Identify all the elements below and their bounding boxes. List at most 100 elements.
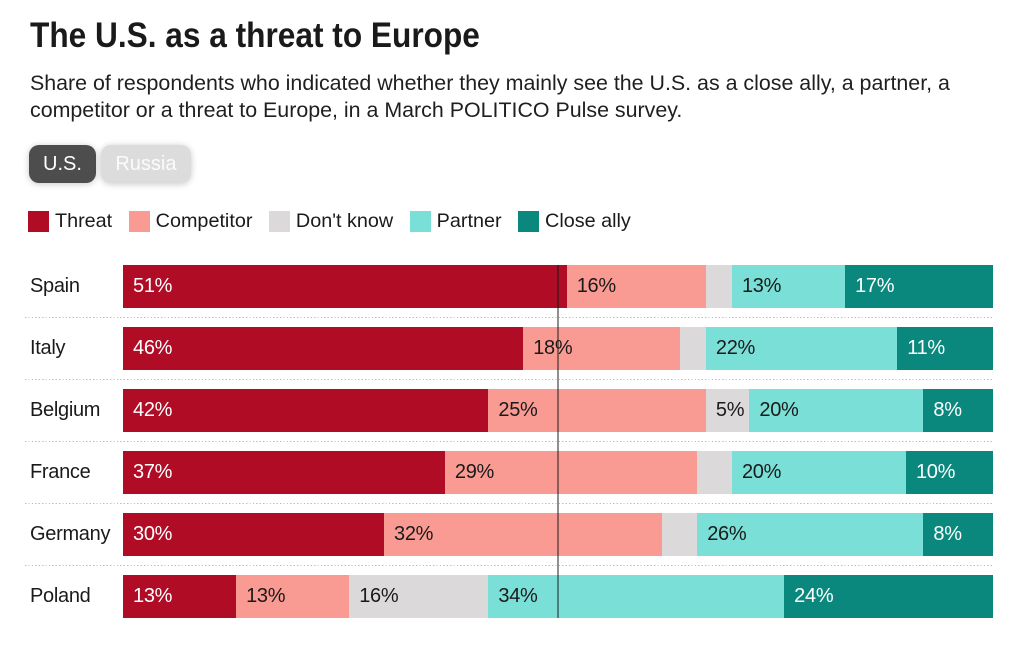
category-label-belgium: Belgium: [30, 399, 101, 421]
value-label: 8%: [933, 523, 962, 545]
value-label: 10%: [915, 461, 956, 483]
value-label: 51%: [133, 275, 173, 297]
segment-poland-close-ally: 24%: [784, 575, 993, 618]
value-label: 24%: [794, 585, 834, 607]
toggle-russia-button[interactable]: Russia: [100, 145, 191, 183]
value-label: 13%: [246, 585, 286, 607]
category-label-spain: Spain: [30, 275, 80, 297]
page-title: The U.S. as a threat to Europe: [30, 16, 480, 56]
legend-swatch-icon: [28, 211, 49, 232]
segment-germany-close-ally: 8%: [923, 513, 993, 556]
legend-item-close-ally: Close ally: [518, 210, 631, 233]
value-label: 8%: [933, 399, 962, 421]
subtitle-line-1: Share of respondents who indicated wheth…: [30, 70, 950, 95]
value-label: 30%: [133, 523, 173, 545]
legend-swatch-icon: [518, 211, 540, 232]
value-label: 42%: [133, 399, 173, 421]
segment-italy-threat: 46%: [123, 327, 524, 370]
value-label: 25%: [498, 399, 538, 421]
value-label: 18%: [533, 337, 573, 359]
legend-label: Partner: [436, 210, 502, 232]
segment-spain-threat: 51%: [123, 265, 567, 308]
chart-row-belgium: Belgium 42% 25% 5% 20% 8%: [0, 389, 1024, 432]
value-label: 5%: [715, 399, 745, 421]
value-label: 22%: [715, 337, 756, 359]
segment-spain-close-ally: 17%: [845, 265, 993, 308]
subtitle: Share of respondents who indicated wheth…: [30, 70, 950, 125]
dotted-grid-line: [25, 379, 993, 381]
value-label: 26%: [707, 523, 747, 545]
dotted-grid-line: [25, 503, 993, 505]
bar-spain: 51% 16% 13% 17%: [123, 265, 993, 308]
segment-france-don-t-know: [697, 451, 732, 494]
value-label: 16%: [359, 585, 399, 607]
segment-belgium-don-t-know: 5%: [705, 389, 750, 432]
segment-france-partner: 20%: [731, 451, 906, 494]
value-label: 11%: [907, 337, 945, 359]
legend-item-competitor: Competitor: [128, 210, 253, 233]
segment-italy-partner: 22%: [705, 327, 898, 370]
value-label: 13%: [741, 275, 782, 297]
category-label-france: France: [30, 461, 91, 483]
value-label: 13%: [133, 585, 173, 607]
chart-row-spain: Spain 51% 16% 13% 17%: [0, 265, 1024, 308]
chart-row-france: France 37% 29% 20% 10%: [0, 451, 1024, 494]
legend-label: Competitor: [155, 210, 253, 232]
segment-belgium-partner: 20%: [749, 389, 924, 432]
segment-poland-competitor: 13%: [236, 575, 350, 618]
segment-germany-partner: 26%: [697, 513, 924, 556]
legend-label: Threat: [55, 210, 113, 232]
legend-label: Don't know: [295, 210, 394, 232]
legend-swatch-icon: [409, 211, 431, 232]
chart-row-italy: Italy 46% 18% 22% 11%: [0, 327, 1024, 370]
segment-spain-partner: 13%: [731, 265, 846, 308]
legend-swatch-icon: [268, 211, 290, 232]
category-label-italy: Italy: [30, 337, 66, 359]
segment-poland-threat: 13%: [123, 575, 237, 618]
value-label: 20%: [759, 399, 799, 421]
subtitle-line-2: competitor or a threat to Europe, in a M…: [30, 97, 683, 122]
segment-france-threat: 37%: [123, 451, 445, 494]
dotted-grid-line: [25, 441, 993, 443]
segment-germany-competitor: 32%: [384, 513, 663, 556]
segment-italy-don-t-know: [679, 327, 706, 370]
category-label-poland: Poland: [30, 585, 91, 607]
value-label: 32%: [394, 523, 434, 545]
segment-france-competitor: 29%: [444, 451, 698, 494]
legend-item-don-t-know: Don't know: [268, 210, 394, 233]
bar-belgium: 42% 25% 5% 20% 8%: [123, 389, 993, 432]
value-label: 20%: [741, 461, 782, 483]
chart-row-poland: Poland 13% 13% 16% 34% 24%: [0, 575, 1024, 618]
segment-belgium-close-ally: 8%: [923, 389, 993, 432]
segment-poland-partner: 34%: [488, 575, 785, 618]
legend-item-partner: Partner: [409, 210, 502, 233]
segment-poland-don-t-know: 16%: [349, 575, 489, 618]
segment-italy-close-ally: 11%: [897, 327, 993, 370]
category-label-germany: Germany: [30, 523, 111, 545]
value-label: 34%: [498, 585, 538, 607]
value-label: 37%: [133, 461, 173, 483]
segment-france-close-ally: 10%: [905, 451, 993, 494]
segment-germany-threat: 30%: [123, 513, 384, 556]
segment-spain-don-t-know: [705, 265, 732, 308]
bar-italy: 46% 18% 22% 11%: [123, 327, 993, 370]
dotted-grid-line: [25, 565, 993, 567]
dotted-grid-line: [25, 317, 993, 319]
toggle-us-button[interactable]: U.S.: [29, 145, 96, 183]
bar-poland: 13% 13% 16% 34% 24%: [123, 575, 993, 618]
segment-belgium-competitor: 25%: [488, 389, 706, 432]
bar-germany: 30% 32% 26% 8%: [123, 513, 993, 556]
chart-legend: Threat Competitor Don't know Partner Close a…: [28, 210, 631, 233]
segment-italy-competitor: 18%: [523, 327, 680, 370]
value-label: 17%: [855, 275, 895, 297]
bar-france: 37% 29% 20% 10%: [123, 451, 993, 494]
legend-swatch-icon: [128, 211, 150, 232]
country-toggle-group: U.S. Russia: [29, 145, 191, 183]
reference-line-50pct: [557, 265, 559, 618]
value-label: 46%: [133, 337, 173, 359]
legend-label: Close ally: [545, 210, 631, 232]
legend-item-threat: Threat: [28, 210, 112, 233]
segment-spain-competitor: 16%: [566, 265, 706, 308]
